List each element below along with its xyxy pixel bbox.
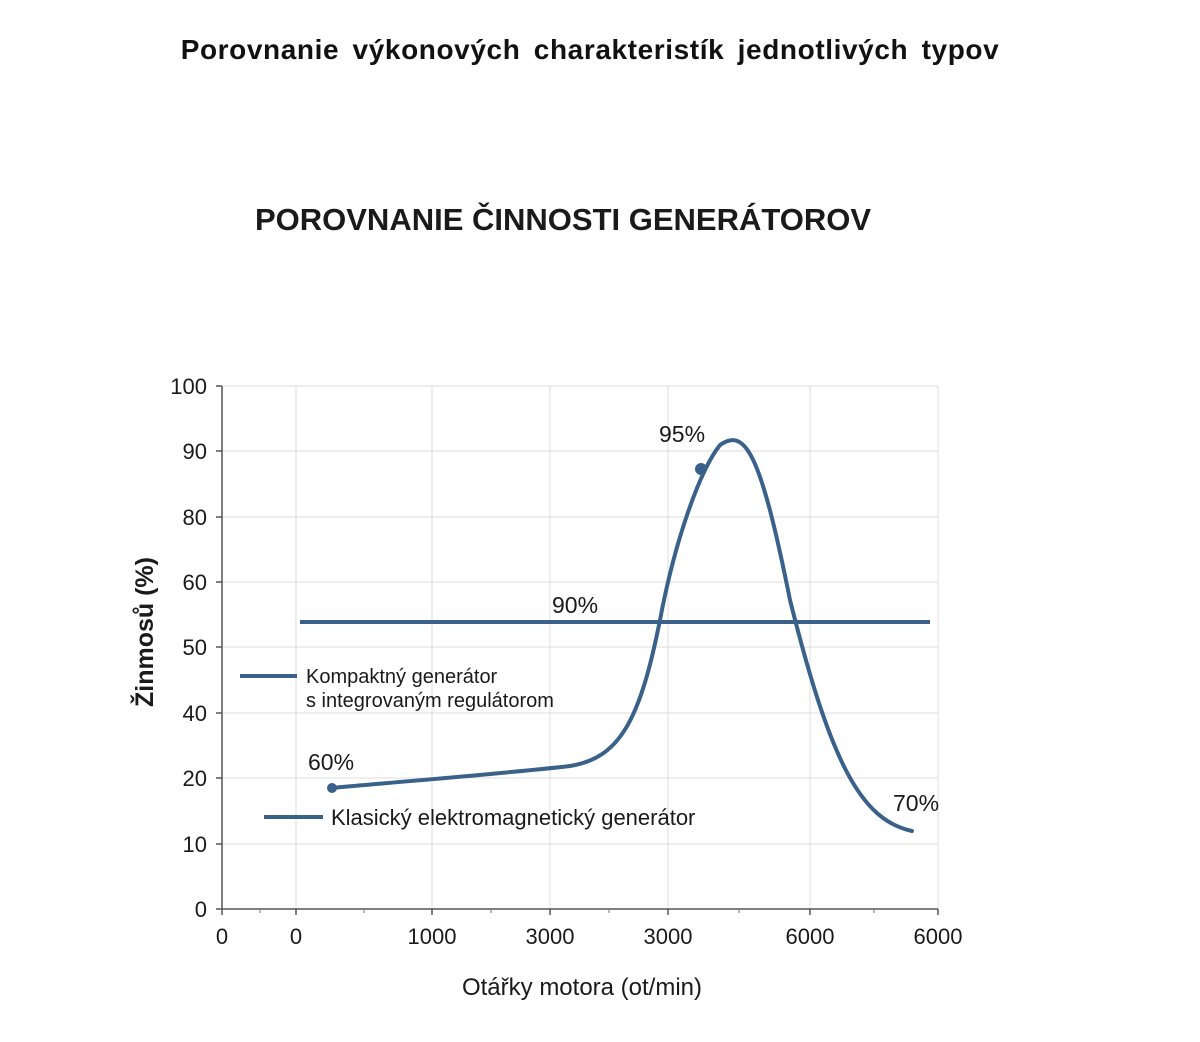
y-tick-label: 10 [183, 832, 207, 857]
x-tick-label: 0 [290, 924, 302, 949]
y-axis-label: Žinmosů (%) [129, 557, 159, 707]
annotation-95: 95% [659, 421, 705, 447]
y-tick-label: 80 [183, 505, 207, 530]
x-tick-label: 0 [216, 924, 228, 949]
data-point-start [327, 783, 337, 793]
x-tick-label: 1000 [408, 924, 457, 949]
legend-label-compact-line2: s integrovaným regulátorom [306, 690, 554, 712]
annotation-70: 70% [893, 790, 939, 816]
legend: Kompaktný generátor s integrovaným regul… [240, 666, 695, 830]
legend-label-compact-line1: Kompaktný generátor [306, 666, 498, 688]
y-tick-labels: 0 10 20 40 50 60 80 90 100 [170, 374, 222, 922]
page-heading: Porovnanie výkonových charakteristík jed… [180, 34, 1000, 65]
y-tick-label: 60 [183, 570, 207, 595]
y-tick-label: 90 [183, 439, 207, 464]
x-tick-labels: 0 0 1000 3000 3000 6000 6000 [216, 909, 963, 949]
data-point-peak [695, 463, 707, 475]
series-line-classic [330, 438, 914, 833]
x-tick-label: 6000 [914, 924, 963, 949]
x-tick-label: 3000 [644, 924, 693, 949]
y-tick-label: 40 [183, 701, 207, 726]
x-tick-label: 6000 [786, 924, 835, 949]
annotation-60: 60% [308, 749, 354, 775]
y-tick-label: 50 [183, 635, 207, 660]
y-tick-label: 20 [183, 766, 207, 791]
x-axis-label: Otářky motora (ot/min) [462, 974, 702, 1001]
legend-label-classic: Klasický elektromagnetický generátor [331, 805, 695, 830]
y-tick-label: 100 [170, 374, 207, 399]
chart-grid [222, 385, 939, 910]
y-tick-label: 0 [195, 897, 207, 922]
x-tick-label: 3000 [526, 924, 575, 949]
annotation-90: 90% [552, 592, 598, 618]
chart-title: POROVNANIE ČINNOSTI GENERÁTOROV [254, 202, 872, 237]
